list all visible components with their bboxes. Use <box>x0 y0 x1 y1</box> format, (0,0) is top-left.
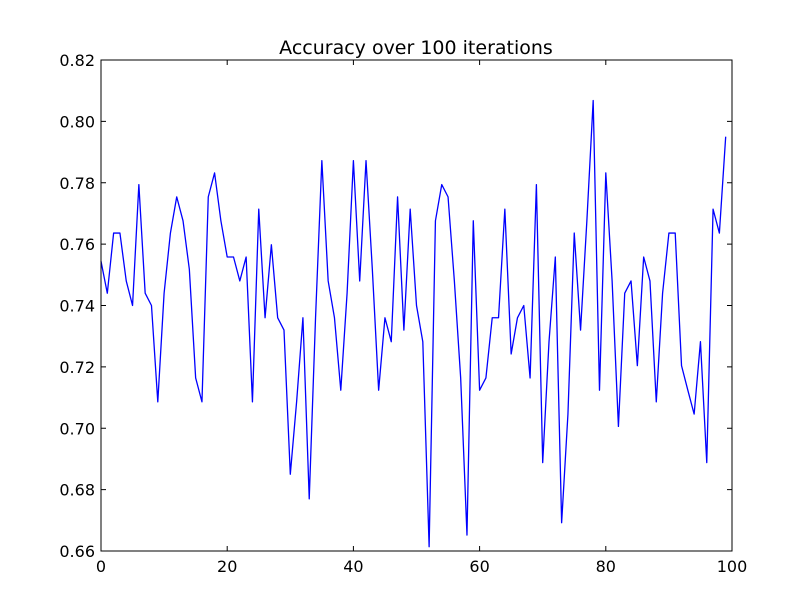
y-tick-label: 0.78 <box>59 174 95 193</box>
x-tick-label: 80 <box>596 557 616 576</box>
y-tick-label: 0.74 <box>59 297 95 316</box>
x-tick-label: 0 <box>96 557 106 576</box>
axis-ticks: 0 20 40 60 80 100 0.66 0.68 0.70 0.72 0.74 0.76 0.78… <box>59 51 747 576</box>
y-tick-label: 0.80 <box>59 112 95 131</box>
x-tick-label: 40 <box>343 557 363 576</box>
series-line-0 <box>100 99 727 548</box>
y-tick-label: 0.76 <box>59 235 95 254</box>
chart-title: Accuracy over 100 iterations <box>279 37 553 59</box>
y-tick-label: 0.70 <box>59 419 95 438</box>
y-tick-label: 0.72 <box>59 358 95 377</box>
x-tick-label: 20 <box>217 557 237 576</box>
y-tick-label: 0.68 <box>59 481 95 500</box>
x-tick-label: 100 <box>717 557 748 576</box>
plot-area <box>100 99 727 548</box>
x-tick-label: 60 <box>469 557 489 576</box>
y-tick-label: 0.82 <box>59 51 95 70</box>
y-tick-label: 0.66 <box>59 542 95 561</box>
